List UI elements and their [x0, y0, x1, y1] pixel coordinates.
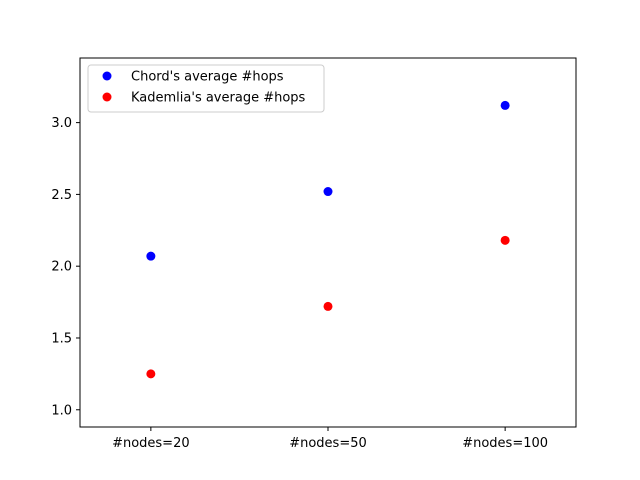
- data-point: [146, 251, 156, 261]
- y-tick-label: 2.0: [51, 260, 72, 275]
- x-tick-label: #nodes=100: [462, 436, 548, 451]
- plot-area: [146, 100, 510, 379]
- x-tick-label: #nodes=50: [289, 436, 367, 451]
- data-point: [146, 369, 156, 379]
- y-tick-label: 1.0: [51, 403, 72, 418]
- legend-marker: [102, 71, 112, 81]
- legend-marker: [102, 92, 112, 102]
- x-tick-label: #nodes=20: [112, 436, 190, 451]
- data-point: [323, 301, 333, 311]
- legend-box: [87, 64, 325, 113]
- data-point: [500, 100, 510, 110]
- legend: Chord's average #hops Kademlia's average …: [87, 64, 325, 113]
- data-point: [323, 187, 333, 197]
- y-tick-label: 1.5: [51, 331, 72, 346]
- data-point: [500, 235, 510, 245]
- y-tick-label: 2.5: [51, 188, 72, 203]
- axes: 1.0 1.5 2.0 2.5 3.0 #nodes=20 #nodes=50 #nodes=…: [51, 57, 577, 451]
- legend-label: Kademlia's average #hops: [131, 91, 306, 106]
- legend-label: Chord's average #hops: [131, 70, 284, 85]
- y-tick-label: 3.0: [51, 116, 72, 131]
